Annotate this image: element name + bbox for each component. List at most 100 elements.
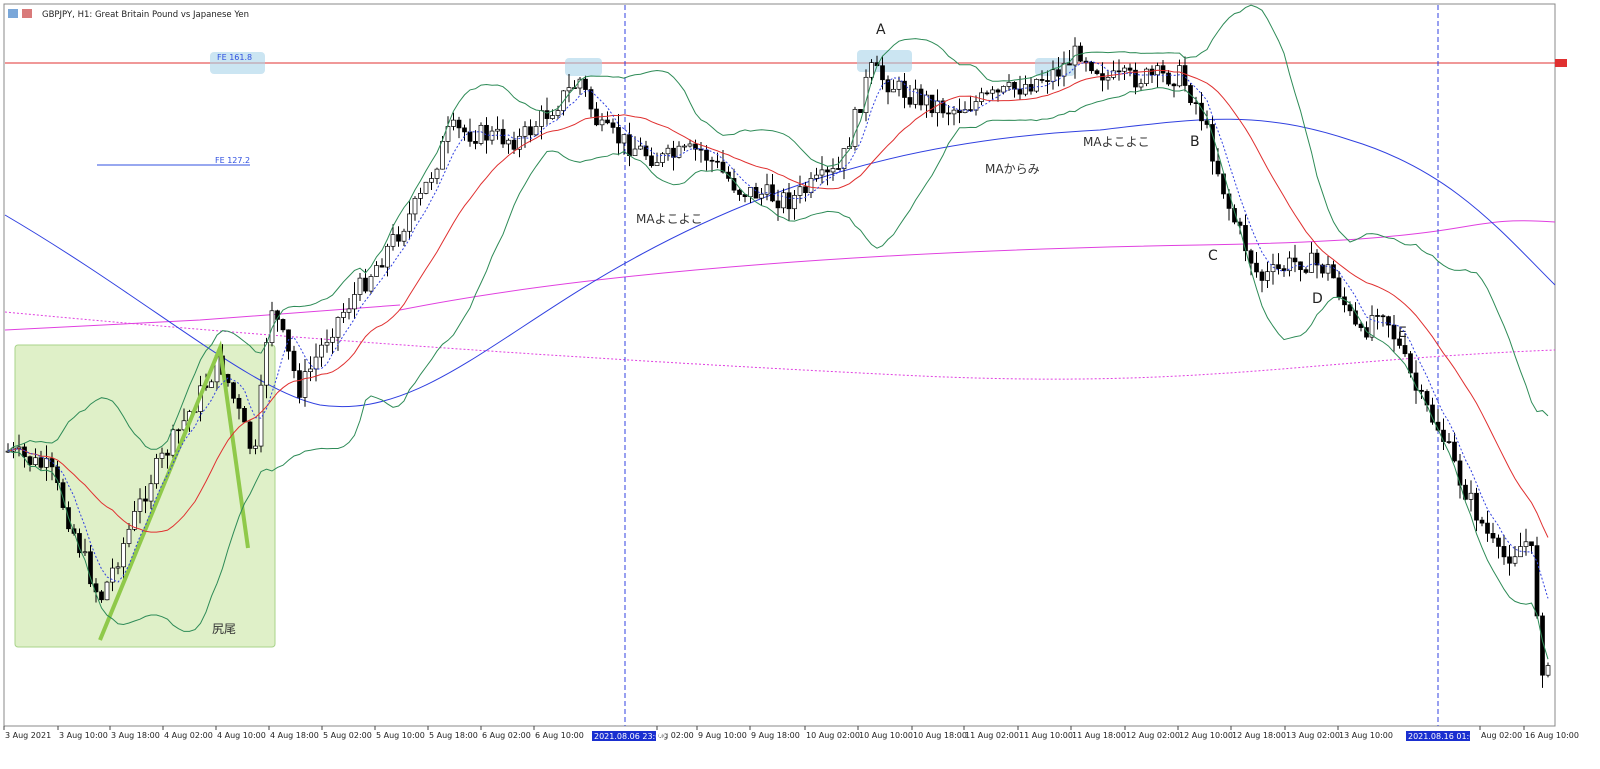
- candle-body: [1127, 67, 1133, 71]
- candle-body: [1265, 271, 1270, 281]
- cursor-label: 2021.08.06 23:00: [594, 732, 665, 741]
- candle-body: [1386, 316, 1391, 326]
- candle-body: [605, 119, 610, 124]
- candle-body: [1430, 404, 1435, 423]
- candle-body: [165, 452, 170, 456]
- candle-body: [330, 336, 335, 343]
- candle-body: [1353, 310, 1358, 325]
- candle-body: [907, 97, 913, 105]
- candle-body: [500, 128, 506, 145]
- candle-body: [1111, 70, 1116, 78]
- candle-body: [1281, 268, 1287, 272]
- candle-body: [660, 153, 665, 163]
- bollinger-upper: [7, 4, 1549, 452]
- candle-body: [341, 311, 346, 318]
- candle-body: [1149, 68, 1155, 76]
- icon: [22, 9, 32, 18]
- candle-body: [132, 511, 137, 530]
- candle-body: [1314, 252, 1320, 266]
- wave-label: E: [1398, 325, 1407, 341]
- candle-body: [550, 115, 555, 119]
- bollinger-lower: [7, 87, 1549, 660]
- time-label: 5 Aug 18:00: [429, 731, 478, 740]
- candle-body: [396, 234, 401, 242]
- candle-body: [1402, 345, 1408, 355]
- candle-body: [412, 198, 418, 215]
- candle-body: [869, 62, 874, 78]
- candle-body: [759, 193, 764, 199]
- candle-body: [1490, 533, 1496, 539]
- candle-body: [55, 466, 60, 484]
- candle-body: [357, 277, 363, 295]
- candle-body: [1474, 492, 1479, 521]
- fe-label: FE 161.8: [217, 53, 252, 62]
- time-label: 16 Aug 10:00: [1525, 731, 1579, 740]
- candle-body: [858, 109, 863, 113]
- candle-body: [671, 147, 676, 158]
- wave-label: B: [1190, 134, 1200, 150]
- candle-body: [374, 265, 379, 277]
- candle-body: [1056, 69, 1061, 77]
- candle-body: [231, 382, 236, 399]
- candle-body: [1501, 546, 1507, 558]
- candle-body: [159, 452, 165, 459]
- candles: [5, 37, 1551, 688]
- candle-body: [1331, 264, 1336, 279]
- candle-body: [1023, 84, 1028, 95]
- chart-title: GBPJPY, H1: Great Britain Pound vs Japan…: [42, 10, 249, 20]
- candle-body: [924, 94, 929, 106]
- candle-body: [517, 135, 522, 150]
- candle-body: [1413, 372, 1419, 391]
- candle-body: [627, 134, 632, 156]
- candle-body: [1050, 69, 1056, 82]
- candle-body: [1193, 102, 1199, 104]
- candle-body: [968, 109, 973, 111]
- candle-body: [588, 89, 594, 110]
- candle-body: [880, 65, 885, 81]
- candle-body: [665, 147, 671, 155]
- candle-body: [16, 446, 22, 449]
- candle-body: [830, 168, 836, 173]
- ma-fast: [7, 60, 1549, 599]
- ma-short: [7, 69, 1549, 538]
- candle-body: [775, 200, 781, 209]
- candle-body: [1397, 338, 1402, 346]
- candle-body: [951, 109, 957, 115]
- candle-body: [885, 79, 891, 93]
- candle-body: [1479, 519, 1485, 524]
- candle-body: [786, 192, 792, 210]
- candle-body: [539, 110, 544, 127]
- candle-body: [390, 234, 396, 247]
- candle-body: [1309, 252, 1314, 273]
- candle-body: [638, 145, 643, 150]
- candle-body: [1006, 81, 1012, 87]
- candle-body: [940, 100, 946, 114]
- candle-body: [1292, 257, 1298, 263]
- candle-body: [544, 110, 550, 119]
- time-label: 4 Aug 02:00: [164, 731, 213, 740]
- candle-body: [1391, 324, 1397, 340]
- candle-body: [99, 591, 104, 601]
- candle-body: [610, 122, 616, 128]
- time-label: 5 Aug 10:00: [376, 731, 425, 740]
- candle-body: [451, 119, 456, 127]
- candle-body: [1034, 79, 1039, 92]
- candle-body: [1171, 83, 1177, 87]
- candle-body: [1320, 264, 1325, 274]
- candle-body: [632, 148, 638, 156]
- candle-body: [687, 143, 693, 147]
- time-label: 10 Aug 18:00: [913, 731, 967, 740]
- time-label: ug 02:00: [658, 731, 694, 740]
- candle-body: [104, 581, 110, 601]
- candle-body: [1232, 208, 1237, 223]
- time-label: 10 Aug 10:00: [859, 731, 913, 740]
- candle-body: [49, 458, 55, 468]
- candle-body: [1512, 556, 1518, 564]
- candle-body: [995, 89, 1001, 93]
- candle-body: [319, 344, 324, 358]
- time-label: 6 Aug 10:00: [535, 731, 584, 740]
- candle-body: [522, 126, 528, 137]
- candle-body: [264, 342, 269, 386]
- time-label: 5 Aug 02:00: [323, 731, 372, 740]
- candle-body: [170, 429, 176, 456]
